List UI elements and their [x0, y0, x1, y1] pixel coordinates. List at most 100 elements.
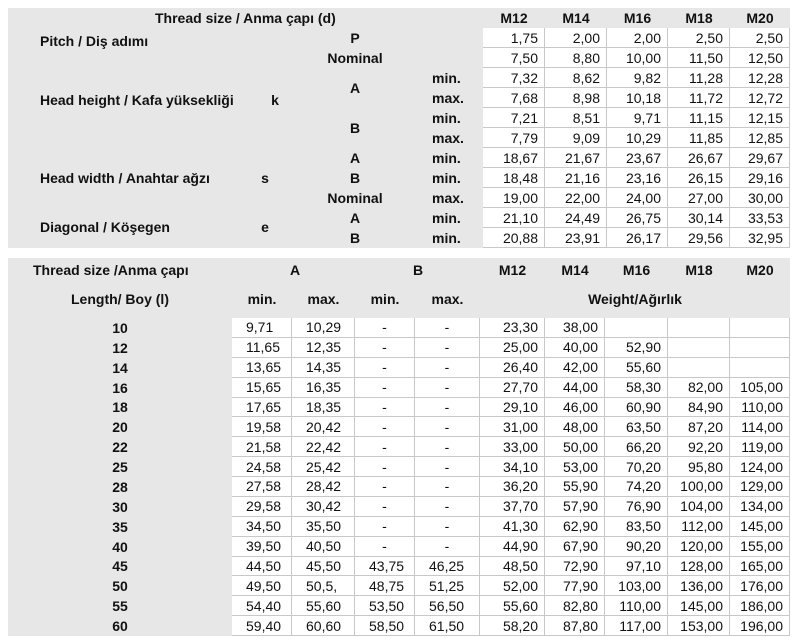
value-cell: 55,60 — [480, 596, 545, 617]
bottom-header-bg — [8, 258, 790, 318]
size-header: M20 — [746, 10, 774, 26]
length: 50 — [112, 578, 128, 595]
value-cell: 21,58 — [232, 437, 292, 458]
value-cell: 48,50 — [480, 556, 545, 577]
value-cell: 18,48 — [483, 168, 545, 188]
size-header: M12 — [498, 262, 527, 278]
length: 14 — [112, 359, 128, 376]
value-cell: 155,00 — [730, 536, 790, 557]
value-cell: 2,50 — [668, 28, 730, 48]
value-cell: 44,90 — [480, 536, 545, 557]
limit-header: max. — [431, 291, 464, 307]
value-cell: 53,50 — [355, 596, 415, 617]
value-cell: 34,50 — [232, 516, 292, 537]
value-cell: 128,00 — [668, 556, 730, 577]
value-cell: - — [355, 318, 415, 338]
value-cell: 13,65 — [232, 357, 292, 378]
value-cell: 12,72 — [730, 88, 790, 108]
value-cell: 10,00 — [607, 48, 668, 68]
value-cell: 92,20 — [668, 437, 730, 458]
length: 10 — [112, 319, 128, 336]
value-cell: 55,60 — [292, 596, 355, 617]
value-cell: 52,00 — [480, 576, 545, 597]
group-label: Head width / Anahtar ağzı — [40, 170, 210, 186]
limit-header: min. — [370, 291, 400, 307]
value-cell: 2,00 — [545, 28, 607, 48]
value-cell: 11,72 — [668, 88, 730, 108]
value-cell: 136,00 — [668, 576, 730, 597]
limit: min. — [432, 110, 461, 126]
value-cell: 26,75 — [607, 208, 668, 228]
value-cell: 58,20 — [480, 616, 545, 636]
length: 18 — [112, 399, 128, 416]
value-cell: 63,50 — [605, 417, 668, 438]
value-cell: 26,67 — [668, 148, 730, 168]
value-cell: - — [355, 437, 415, 458]
value-cell: 74,20 — [605, 477, 668, 497]
value-cell: - — [415, 457, 480, 477]
value-cell: 27,58 — [232, 477, 292, 497]
value-cell: 70,20 — [605, 457, 668, 477]
value-cell: 110,00 — [730, 397, 790, 418]
top-title: Thread size / Anma çapı (d) — [155, 10, 336, 26]
value-cell: 66,20 — [605, 437, 668, 458]
value-cell: 23,67 — [607, 148, 668, 168]
value-cell: 1,75 — [483, 28, 545, 48]
value-cell: 21,10 — [483, 208, 545, 228]
value-cell: 36,20 — [480, 477, 545, 497]
value-cell: 104,00 — [668, 496, 730, 517]
value-cell: 11,85 — [668, 128, 730, 148]
value-cell: 8,51 — [545, 108, 607, 128]
value-cell: 48,00 — [545, 417, 605, 438]
value-cell: 58,50 — [355, 616, 415, 636]
value-cell: 16,35 — [292, 377, 355, 398]
group-symbol: e — [261, 219, 269, 235]
value-cell — [668, 318, 730, 338]
length: 40 — [112, 538, 128, 555]
value-cell: 165,00 — [730, 556, 790, 577]
value-cell: 24,00 — [607, 188, 668, 208]
variant-span: A — [349, 80, 361, 96]
value-cell: 12,85 — [730, 128, 790, 148]
value-cell: 7,21 — [483, 108, 545, 128]
value-cell: 12,35 — [292, 337, 355, 358]
value-cell — [668, 337, 730, 358]
value-cell: 12,15 — [730, 108, 790, 128]
value-cell: 39,50 — [232, 536, 292, 557]
value-cell: 11,28 — [668, 68, 730, 88]
value-cell: 176,00 — [730, 576, 790, 597]
value-cell: 58,30 — [605, 377, 668, 398]
value-cell: 153,00 — [668, 616, 730, 636]
value-cell: 8,98 — [545, 88, 607, 108]
value-cell: 10,29 — [292, 318, 355, 338]
value-cell: 25,00 — [480, 337, 545, 358]
limit: min. — [432, 210, 461, 226]
length: 30 — [112, 498, 128, 515]
group-symbol: s — [261, 170, 269, 186]
value-cell: 145,00 — [668, 596, 730, 617]
value-cell: 114,00 — [730, 417, 790, 438]
value-cell: 51,25 — [415, 576, 480, 597]
value-cell: 103,00 — [605, 576, 668, 597]
value-cell: - — [355, 516, 415, 537]
value-cell: 21,67 — [545, 148, 607, 168]
value-cell: 27,70 — [480, 377, 545, 398]
value-cell: 53,00 — [545, 457, 605, 477]
variant: B — [349, 170, 361, 186]
value-cell: 11,65 — [232, 337, 292, 358]
value-cell: 76,90 — [605, 496, 668, 517]
value-cell: 28,42 — [292, 477, 355, 497]
value-cell: 37,70 — [480, 496, 545, 517]
value-cell: - — [355, 496, 415, 517]
value-cell: 67,90 — [545, 536, 605, 557]
value-cell: - — [415, 437, 480, 458]
value-cell: 23,16 — [607, 168, 668, 188]
value-cell: 9,82 — [607, 68, 668, 88]
value-cell — [605, 318, 668, 338]
value-cell: 32,95 — [730, 228, 790, 248]
length: 28 — [112, 478, 128, 495]
value-cell: 95,80 — [668, 457, 730, 477]
value-cell: - — [415, 496, 480, 517]
size-header: M16 — [623, 10, 652, 26]
